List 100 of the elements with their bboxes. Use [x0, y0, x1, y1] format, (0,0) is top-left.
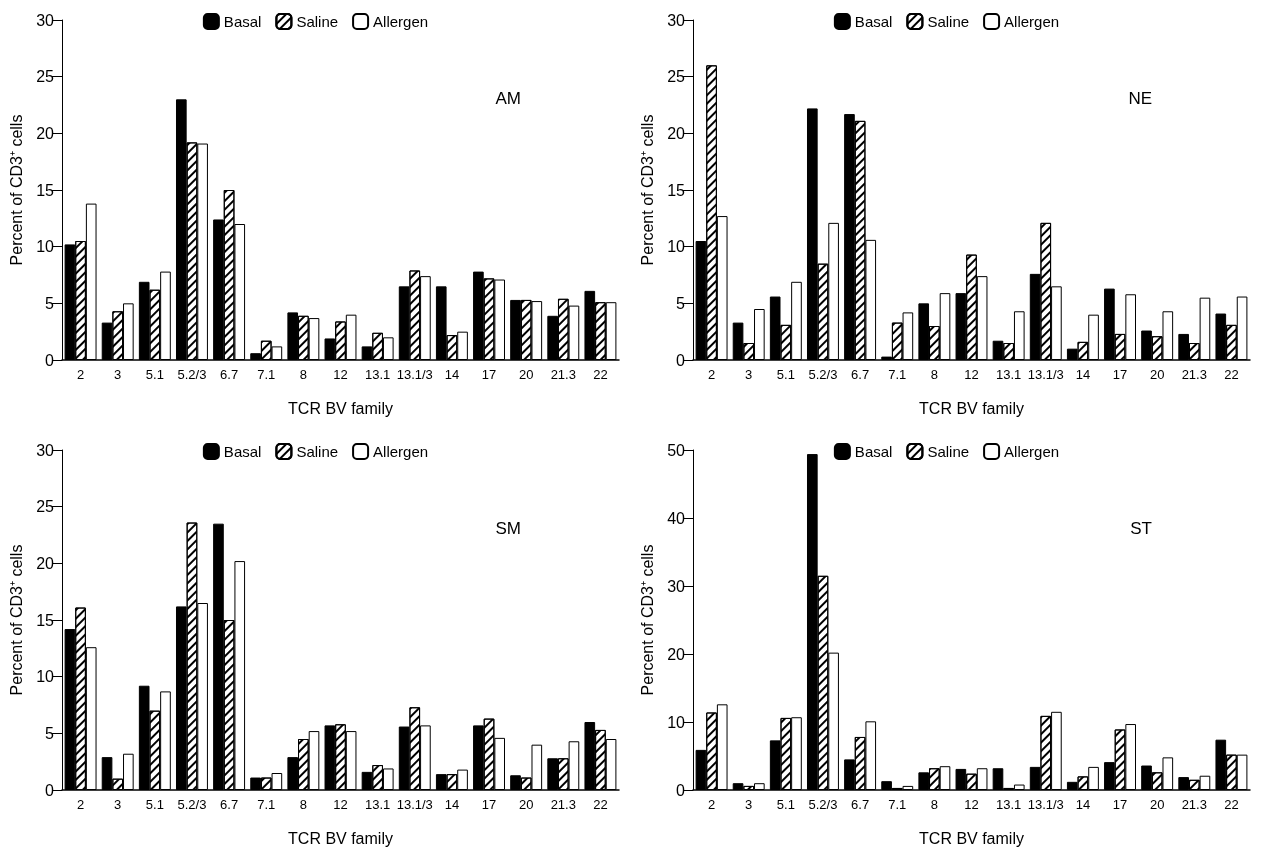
x-tick-label: 17 [1112, 797, 1128, 812]
y-tick-label: 20 [667, 124, 686, 142]
x-tick-label: 20 [518, 797, 534, 812]
y-tick-label: 0 [676, 781, 686, 799]
y-tick-label: 20 [36, 124, 55, 142]
x-tick-label: 7.1 [888, 797, 907, 812]
y-tick-label: 10 [36, 668, 55, 686]
x-tick-label: 22 [593, 367, 608, 382]
y-tick-label: 20 [667, 645, 686, 663]
x-tick-label: 5.2/3 [177, 367, 207, 382]
x-tick-label: 6.7 [851, 797, 870, 812]
x-tick-label: 13.1 [995, 367, 1022, 382]
x-tick-label: 7.1 [888, 367, 907, 382]
x-tick-label: 8 [930, 367, 938, 382]
x-tick-label: 3 [745, 797, 753, 812]
x-tick-label: 13.1/3 [396, 367, 433, 382]
y-tick-label: 15 [667, 181, 686, 199]
y-axis-title: Percent of CD3⁺ cells [7, 114, 25, 266]
annotation: NE [1128, 89, 1153, 108]
legend-label: Saline [927, 443, 970, 460]
x-tick-label: 13.1/3 [1027, 367, 1064, 382]
x-tick-label: 13.1/3 [396, 797, 433, 812]
x-tick-label: 6.7 [851, 367, 870, 382]
y-tick-label: 25 [36, 68, 55, 86]
x-axis-title: TCR BV family [288, 829, 393, 847]
y-tick-label: 0 [676, 351, 686, 369]
x-tick-label: 20 [1149, 367, 1165, 382]
x-tick-label: 13.1 [995, 797, 1022, 812]
y-tick-label: 25 [667, 68, 686, 86]
x-tick-label: 20 [518, 367, 534, 382]
annotation: SM [495, 519, 521, 538]
x-tick-label: 14 [1075, 797, 1091, 812]
y-tick-label: 30 [36, 11, 55, 29]
x-tick-label: 6.7 [220, 797, 239, 812]
y-tick-label: 0 [45, 781, 55, 799]
x-tick-label: 7.1 [257, 367, 276, 382]
x-tick-label: 2 [707, 797, 716, 812]
x-tick-label: 2 [707, 367, 716, 382]
x-tick-label: 3 [114, 797, 122, 812]
x-tick-label: 17 [481, 797, 497, 812]
x-tick-label: 3 [745, 367, 753, 382]
legend-label: Basal [223, 13, 262, 30]
x-tick-label: 21.3 [550, 367, 576, 382]
y-axis-title: Percent of CD3⁺ cells [638, 114, 656, 266]
y-tick-label: 10 [667, 238, 686, 256]
y-tick-label: 20 [36, 554, 55, 572]
x-tick-label: 21.3 [550, 797, 576, 812]
y-tick-label: 50 [667, 441, 686, 459]
x-tick-label: 5.1 [776, 797, 795, 812]
x-tick-label: 8 [930, 797, 938, 812]
x-tick-label: 5.2/3 [808, 367, 838, 382]
x-tick-label: 2 [76, 367, 85, 382]
x-tick-label: 5.1 [145, 367, 164, 382]
legend-label: Allergen [373, 13, 429, 30]
y-tick-label: 5 [45, 724, 55, 742]
x-tick-label: 12 [333, 367, 348, 382]
y-tick-label: 0 [45, 351, 55, 369]
y-tick-label: 15 [36, 611, 55, 629]
legend-label: Basal [854, 13, 893, 30]
legend-label: Allergen [1004, 13, 1060, 30]
x-tick-label: 12 [964, 797, 979, 812]
legend-label: Allergen [373, 443, 429, 460]
x-tick-label: 5.2/3 [177, 797, 207, 812]
annotation: ST [1130, 519, 1153, 538]
y-axis-title: Percent of CD3⁺ cells [638, 544, 656, 696]
x-tick-label: 13.1/3 [1027, 797, 1064, 812]
x-tick-label: 12 [964, 367, 979, 382]
x-tick-label: 7.1 [257, 797, 276, 812]
y-tick-label: 15 [36, 181, 55, 199]
y-tick-label: 5 [45, 294, 55, 312]
y-axis-title: Percent of CD3⁺ cells [7, 544, 25, 696]
x-tick-label: 22 [593, 797, 608, 812]
y-tick-label: 40 [667, 509, 686, 527]
legend-label: Saline [296, 443, 339, 460]
x-tick-label: 8 [299, 367, 307, 382]
legend-label: Allergen [1004, 443, 1060, 460]
x-tick-label: 13.1 [364, 367, 391, 382]
x-tick-label: 14 [444, 797, 460, 812]
x-tick-label: 2 [76, 797, 85, 812]
x-tick-label: 12 [333, 797, 348, 812]
y-tick-label: 10 [667, 713, 686, 731]
x-tick-label: 20 [1149, 797, 1165, 812]
y-tick-label: 25 [36, 498, 55, 516]
x-tick-label: 13.1 [364, 797, 391, 812]
x-tick-label: 6.7 [220, 367, 239, 382]
x-tick-label: 8 [299, 797, 307, 812]
x-axis-title: TCR BV family [919, 399, 1024, 417]
x-tick-label: 17 [481, 367, 497, 382]
x-tick-label: 5.1 [145, 797, 164, 812]
x-tick-label: 17 [1112, 367, 1128, 382]
x-tick-label: 22 [1224, 797, 1239, 812]
x-tick-label: 5.2/3 [808, 797, 838, 812]
legend-label: Saline [927, 13, 970, 30]
x-tick-label: 3 [114, 367, 122, 382]
y-tick-label: 10 [36, 238, 55, 256]
y-tick-label: 5 [676, 294, 686, 312]
annotation: AM [495, 89, 521, 108]
y-tick-label: 30 [667, 577, 686, 595]
x-tick-label: 14 [1075, 367, 1091, 382]
x-tick-label: 22 [1224, 367, 1239, 382]
